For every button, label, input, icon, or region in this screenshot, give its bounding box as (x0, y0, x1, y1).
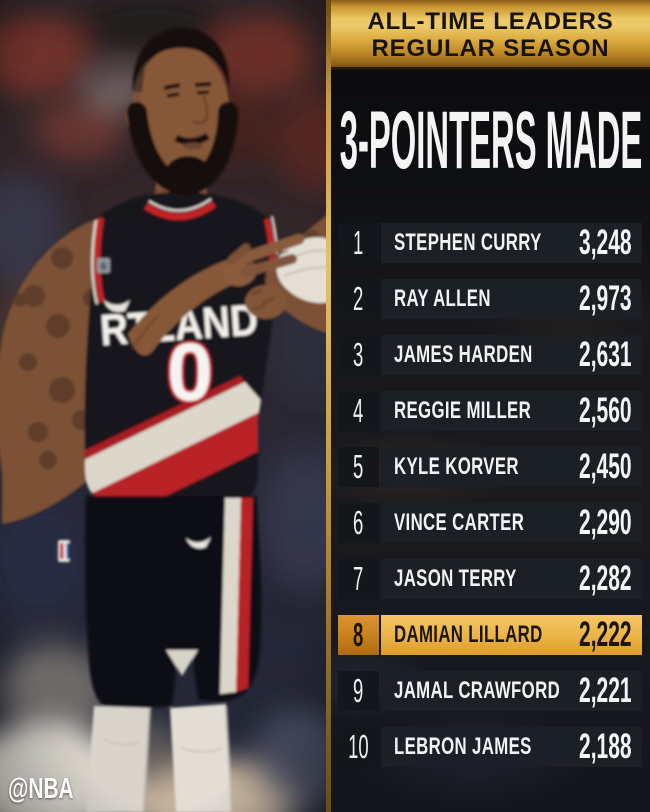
row-content: STEPHEN CURRY 3,248 (381, 223, 642, 263)
leaderboard: 1 STEPHEN CURRY 3,248 2 RAY ALLEN 2,973 … (338, 223, 642, 783)
row-content: LEBRON JAMES 2,188 (381, 727, 642, 767)
rank-cell: 8 (338, 615, 379, 655)
player-name: RAY ALLEN (394, 285, 491, 312)
player-name: JAMES HARDEN (394, 341, 533, 368)
player-name: JASON TERRY (394, 565, 517, 592)
leaderboard-row: 1 STEPHEN CURRY 3,248 (338, 223, 642, 263)
row-content: KYLE KORVER 2,450 (381, 447, 642, 487)
player-value: 2,973 (579, 279, 632, 318)
rank-number: 6 (353, 504, 364, 541)
player-value: 2,450 (579, 447, 632, 486)
rank-cell: 10 (338, 727, 379, 767)
rank-number: 4 (353, 392, 364, 429)
row-content: VINCE CARTER 2,290 (381, 503, 642, 543)
stat-title-text: 3-POINTERS MADE (339, 95, 642, 186)
rank-number: 8 (353, 616, 364, 653)
rank-cell: 2 (338, 279, 379, 319)
row-content: JAMES HARDEN 2,631 (381, 335, 642, 375)
rank-cell: 4 (338, 391, 379, 431)
player-value: 2,221 (579, 671, 632, 710)
leaderboard-row: 9 JAMAL CRAWFORD 2,221 (338, 671, 642, 711)
damian-lillard-photo-illustration: 6 RTLAND 0 (0, 0, 330, 812)
rank-number: 9 (353, 672, 364, 709)
header-line2: REGULAR SEASON (371, 35, 610, 62)
rank-cell: 7 (338, 559, 379, 599)
stat-title: 3-POINTERS MADE (331, 95, 650, 186)
rank-number: 10 (348, 728, 369, 765)
player-value: 2,188 (579, 727, 632, 766)
row-content: RAY ALLEN 2,973 (381, 279, 642, 319)
row-content: JAMAL CRAWFORD 2,221 (381, 671, 642, 711)
leaderboard-row: 3 JAMES HARDEN 2,631 (338, 335, 642, 375)
player-value: 2,631 (579, 335, 632, 374)
row-content: DAMIAN LILLARD 2,222 (381, 615, 642, 655)
leaderboard-row: 4 REGGIE MILLER 2,560 (338, 391, 642, 431)
leaderboard-row: 7 JASON TERRY 2,282 (338, 559, 642, 599)
player-value: 2,290 (579, 503, 632, 542)
row-content: JASON TERRY 2,282 (381, 559, 642, 599)
gold-divider (326, 0, 331, 812)
rank-number: 5 (353, 448, 364, 485)
player-name: DAMIAN LILLARD (394, 621, 543, 648)
player-photo: 6 RTLAND 0 (0, 0, 330, 812)
leaderboard-panel: ALL-TIME LEADERS REGULAR SEASON 3-POINTE… (331, 0, 650, 812)
rank-cell: 5 (338, 447, 379, 487)
leaderboard-row: 10 LEBRON JAMES 2,188 (338, 727, 642, 767)
player-name: VINCE CARTER (394, 509, 525, 536)
player-value: 2,560 (579, 391, 632, 430)
rank-cell: 1 (338, 223, 379, 263)
panel-header: ALL-TIME LEADERS REGULAR SEASON (331, 0, 650, 70)
player-value: 2,222 (579, 615, 632, 654)
rank-cell: 9 (338, 671, 379, 711)
leaderboard-row: 6 VINCE CARTER 2,290 (338, 503, 642, 543)
row-content: REGGIE MILLER 2,560 (381, 391, 642, 431)
rank-number: 2 (353, 280, 364, 317)
player-name: STEPHEN CURRY (394, 229, 542, 256)
leaderboard-row: 8 DAMIAN LILLARD 2,222 (338, 615, 642, 655)
player-name: LEBRON JAMES (394, 733, 532, 760)
nba-watermark-text: @NBA (8, 773, 74, 805)
rank-number: 1 (353, 224, 364, 261)
player-value: 3,248 (579, 223, 632, 262)
rank-number: 3 (353, 336, 364, 373)
leaderboard-row: 2 RAY ALLEN 2,973 (338, 279, 642, 319)
header-line1: ALL-TIME LEADERS (367, 8, 614, 35)
rank-number: 7 (353, 560, 364, 597)
rank-cell: 6 (338, 503, 379, 543)
player-name: REGGIE MILLER (394, 397, 532, 424)
rank-cell: 3 (338, 335, 379, 375)
player-name: KYLE KORVER (394, 453, 519, 480)
nba-watermark: @NBA (8, 773, 99, 806)
player-name: JAMAL CRAWFORD (394, 677, 561, 704)
player-value: 2,282 (579, 559, 632, 598)
leaderboard-row: 5 KYLE KORVER 2,450 (338, 447, 642, 487)
